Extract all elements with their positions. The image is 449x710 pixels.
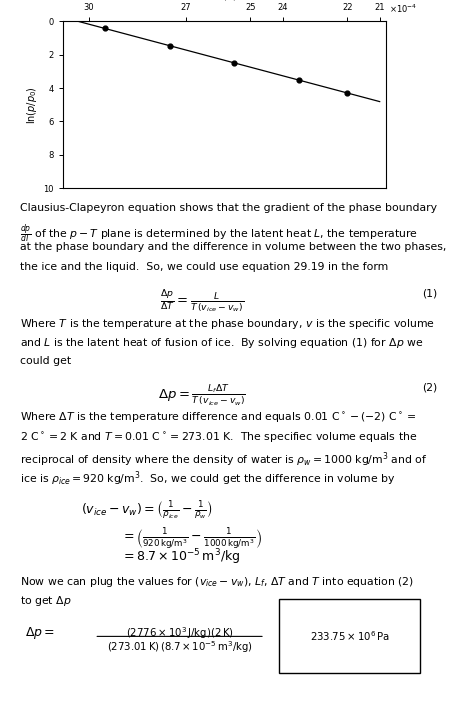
Point (231, 58, 238, 69)
Text: $= 8.7 \times 10^{-5}\,\mathrm{m}^3/\mathrm{kg}$: $= 8.7 \times 10^{-5}\,\mathrm{m}^3/\mat… (121, 548, 241, 567)
Y-axis label: $\ln(p/p_0)$: $\ln(p/p_0)$ (25, 86, 39, 124)
Text: could get: could get (20, 356, 71, 366)
Text: $\Delta p = \frac{L_f \Delta T}{T\,(v_{ice} - v_w)}$: $\Delta p = \frac{L_f \Delta T}{T\,(v_{i… (158, 383, 246, 408)
Text: and $L$ is the latent heat of fusion of ice.  By solving equation (1) for $\Delt: and $L$ is the latent heat of fusion of … (20, 337, 423, 350)
Point (101, 22, 109, 33)
Text: the ice and the liquid.  So, we could use equation 29.19 in the form: the ice and the liquid. So, we could use… (20, 262, 388, 272)
Text: $\Delta p = $: $\Delta p = $ (25, 625, 55, 641)
Text: (2): (2) (422, 383, 437, 393)
Text: ice is $\rho_{ice} = 920$ kg/m$^3$.  So, we could get the difference in volume b: ice is $\rho_{ice} = 920$ kg/m$^3$. So, … (20, 469, 396, 488)
Text: Where $\Delta T$ is the temperature difference and equals $0.01$ C$^\circ - (-2): Where $\Delta T$ is the temperature diff… (20, 411, 416, 425)
Text: $= \left(\frac{1}{920\,\mathrm{kg/m}^3} - \frac{1}{1000\,\mathrm{kg/m}^3}\right): $= \left(\frac{1}{920\,\mathrm{kg/m}^3} … (121, 526, 262, 552)
Text: $\times 10^{-4}$: $\times 10^{-4}$ (389, 2, 418, 15)
Point (295, 74, 303, 85)
Text: $(v_{ice} - v_w) = \left(\frac{1}{\rho_{ice}} - \frac{1}{\rho_w}\right)$: $(v_{ice} - v_w) = \left(\frac{1}{\rho_{… (81, 499, 212, 522)
Text: $\frac{dp}{dT}$ of the $p - T$ plane is determined by the latent heat $L$, the t: $\frac{dp}{dT}$ of the $p - T$ plane is … (20, 222, 418, 246)
Text: $233.75 \times 10^6\,\mathrm{Pa}$: $233.75 \times 10^6\,\mathrm{Pa}$ (310, 629, 390, 643)
Text: Now we can plug the values for $(v_{ice} - v_w)$, $L_f$, $\Delta T$ and $T$ into: Now we can plug the values for $(v_{ice}… (20, 574, 414, 589)
Text: to get $\Delta p$: to get $\Delta p$ (20, 594, 72, 608)
Text: $=$: $=$ (283, 635, 297, 648)
Text: at the phase boundary and the difference in volume between the two phases,: at the phase boundary and the difference… (20, 242, 447, 252)
Point (344, 87, 351, 99)
Text: Where $T$ is the temperature at the phase boundary, $v$ is the specific volume: Where $T$ is the temperature at the phas… (20, 317, 435, 331)
Text: reciprocal of density where the density of water is $\rho_w = 1000$ kg/m$^3$ and: reciprocal of density where the density … (20, 450, 428, 469)
Text: $\frac{\Delta p}{\Delta T} = \frac{L}{T\,(v_{ice} - v_w)}$: $\frac{\Delta p}{\Delta T} = \frac{L}{T\… (160, 288, 244, 315)
Text: $(2776 \times 10^3\,\mathrm{J/kg})(2\,\mathrm{K})$: $(2776 \times 10^3\,\mathrm{J/kg})(2\,\m… (126, 625, 233, 641)
X-axis label: $T^{-1}$ $(K)^{-1}$: $T^{-1}$ $(K)^{-1}$ (202, 0, 247, 3)
Text: (1): (1) (422, 288, 437, 298)
Text: $2$ C$^\circ = 2$ K and $T = 0.01$ C$^\circ = 273.01$ K.  The specifiec volume e: $2$ C$^\circ = 2$ K and $T = 0.01$ C$^\c… (20, 430, 418, 444)
Text: $(273.01\,\mathrm{K})\,(8.7 \times 10^{-5}\,\mathrm{m}^3/\mathrm{kg})$: $(273.01\,\mathrm{K})\,(8.7 \times 10^{-… (107, 639, 252, 655)
Text: Clausius-Clapeyron equation shows that the gradient of the phase boundary: Clausius-Clapeyron equation shows that t… (20, 203, 437, 213)
Point (166, 40, 173, 52)
